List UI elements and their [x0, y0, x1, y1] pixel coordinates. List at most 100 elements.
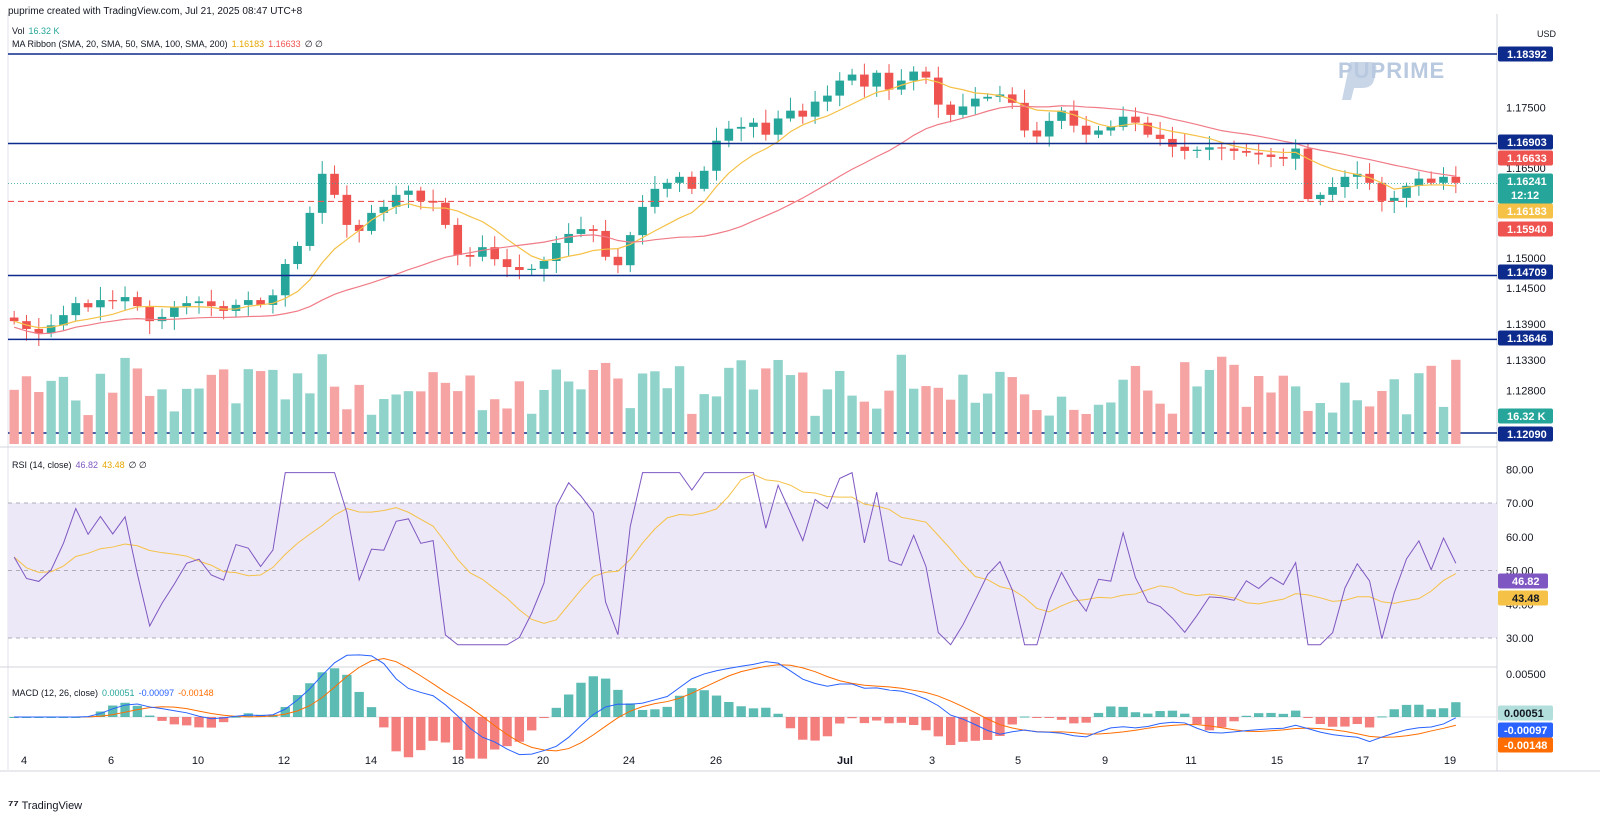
- macd-histogram-bar: [650, 709, 660, 717]
- macd-histogram-bar: [440, 717, 451, 743]
- rsi-legend[interactable]: RSI (14, close) 46.82 43.48 ∅ ∅: [12, 460, 151, 471]
- candle: [983, 96, 992, 99]
- volume-bar: [933, 387, 943, 444]
- macd-value-1: 0.00051: [102, 688, 135, 698]
- volume-bar: [255, 371, 266, 444]
- volume-bar: [58, 376, 69, 444]
- volume-bar: [108, 392, 118, 444]
- time-tick-label: 15: [1271, 755, 1283, 767]
- volume-bar: [1044, 415, 1054, 444]
- candle: [946, 104, 955, 115]
- candle: [441, 202, 450, 225]
- macd-histogram-bar: [527, 717, 537, 731]
- candle: [1032, 130, 1042, 137]
- candle: [1094, 130, 1103, 135]
- macd-histogram-bar: [1032, 717, 1042, 718]
- time-axis[interactable]: 4 6 10 12 14 18 20 24 26 Jul 3 5 9 11 15 17 19: [21, 755, 1456, 767]
- time-tick-label: 12: [278, 755, 290, 767]
- volume-bar: [1118, 379, 1128, 444]
- volume-bar: [403, 391, 414, 444]
- candle: [712, 140, 721, 171]
- volume-bar: [539, 389, 549, 444]
- candle: [601, 230, 610, 257]
- macd-histogram-bar: [428, 717, 438, 741]
- volume-bar: [810, 415, 820, 444]
- time-tick-label: 18: [452, 755, 464, 767]
- volume-bar: [945, 399, 956, 444]
- volume-bar: [625, 408, 635, 444]
- candle: [83, 303, 93, 308]
- candle: [1192, 149, 1202, 151]
- volume-bar: [1093, 404, 1104, 444]
- candle: [1242, 150, 1251, 153]
- ma-ribbon-legend[interactable]: MA Ribbon (SMA, 20, SMA, 50, SMA, 100, S…: [12, 39, 327, 50]
- macd-histogram-bar: [1438, 708, 1449, 717]
- macd-tag-label: 0.00051: [1504, 708, 1544, 720]
- candle: [280, 264, 290, 296]
- price-tag: [1498, 330, 1553, 346]
- candle: [1007, 94, 1017, 103]
- candle: [823, 95, 832, 102]
- volume-bar: [1266, 392, 1276, 444]
- price-axis[interactable]: 1.17500 1.16500 1.15000 1.14500 1.13900 1.133…: [1498, 46, 1553, 442]
- macd-histogram-bar: [1451, 702, 1461, 717]
- volume-bar: [674, 366, 685, 444]
- macd-histogram-bar: [502, 717, 512, 747]
- macd-histogram-bar: [169, 717, 180, 725]
- macd-legend[interactable]: MACD (12, 26, close) 0.00051 -0.00097 -0.00…: [12, 688, 218, 699]
- candle: [1291, 148, 1300, 159]
- macd-histogram-bar: [379, 717, 389, 728]
- volume-bar: [995, 371, 1005, 444]
- candle: [1303, 148, 1313, 200]
- volume-bar: [563, 381, 574, 444]
- macd-histogram-bar: [1081, 717, 1091, 723]
- candle: [552, 242, 561, 262]
- volume-bar: [453, 391, 463, 444]
- tradingview-logo-icon: ⁷⁷: [8, 797, 19, 812]
- candle: [1229, 148, 1239, 151]
- volume-bar: [847, 395, 857, 444]
- chart-credit: puprime created with TradingView.com, Ju…: [8, 6, 303, 17]
- volume-bar: [379, 399, 389, 444]
- macd-histogram-bar: [761, 707, 771, 717]
- volume-bar: [1180, 362, 1190, 444]
- macd-histogram-bar: [305, 683, 315, 717]
- candle: [576, 229, 586, 234]
- candle: [539, 261, 549, 269]
- macd-histogram-bar: [1204, 717, 1215, 731]
- macd-histogram-bar: [576, 682, 586, 717]
- volume-bar: [835, 370, 845, 444]
- volume-bar: [1290, 386, 1301, 444]
- macd-histogram-bar: [810, 717, 820, 741]
- macd-histogram-bar: [637, 709, 648, 717]
- price-tick-label: 1.14500: [1506, 283, 1546, 295]
- macd-histogram-bar: [1167, 710, 1178, 717]
- macd-histogram-bar: [280, 706, 290, 717]
- price-tag: [1498, 408, 1553, 424]
- volume-legend[interactable]: Vol 16.32 K: [12, 26, 64, 37]
- macd-histogram-bar: [982, 717, 993, 740]
- price-tag-label: 1.12090: [1507, 429, 1547, 441]
- candle: [1180, 146, 1190, 151]
- candle: [317, 173, 327, 213]
- volume-pane: [9, 354, 1461, 444]
- macd-histogram-bar: [1192, 717, 1202, 725]
- candle: [231, 304, 241, 311]
- volume-bar: [366, 414, 377, 444]
- macd-histogram-bar: [416, 717, 426, 751]
- time-tick-label: 10: [192, 755, 204, 767]
- macd-histogram-bar: [613, 689, 623, 717]
- price-tick-label: 1.13300: [1506, 355, 1546, 367]
- volume-bar: [1130, 365, 1141, 444]
- tradingview-footer[interactable]: ⁷⁷ TradingView: [8, 797, 82, 812]
- macd-histogram-bar: [921, 717, 931, 731]
- price-tick-label: 1.15000: [1506, 253, 1546, 265]
- ma-value-1: 1.16183: [231, 39, 265, 49]
- volume-bar: [231, 403, 241, 444]
- macd-histogram-bar: [206, 717, 216, 728]
- macd-histogram-bar: [1414, 704, 1424, 717]
- macd-histogram-bar: [1290, 710, 1301, 717]
